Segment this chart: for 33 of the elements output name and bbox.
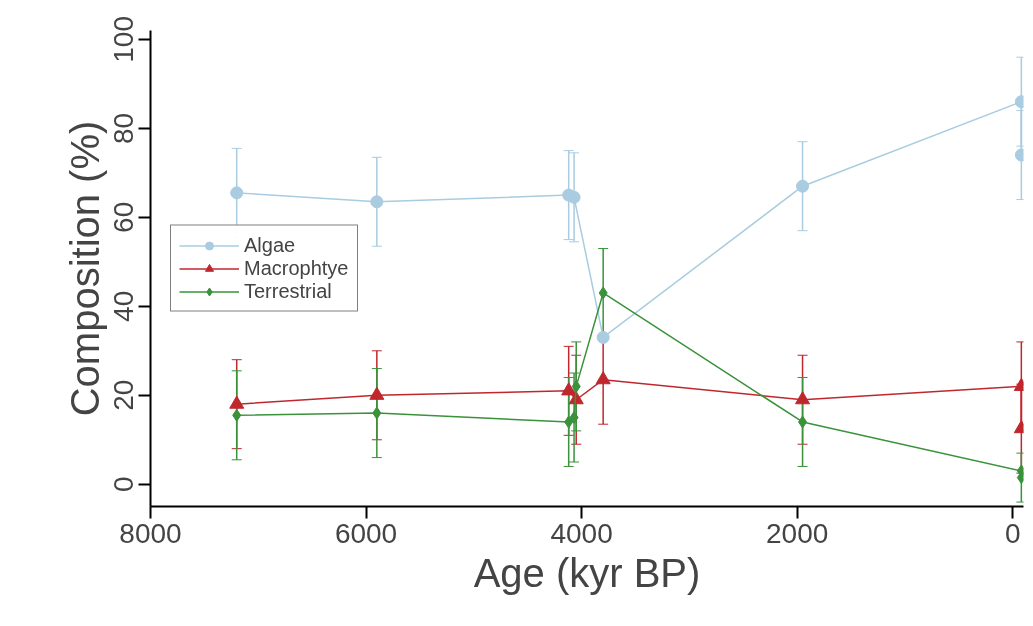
point — [596, 330, 610, 344]
point — [230, 186, 244, 200]
y-tick-label: 100 — [108, 16, 140, 63]
point — [232, 408, 242, 422]
point — [795, 391, 811, 405]
legend-label: Algae — [244, 233, 296, 257]
legend-label: Terrestrial — [244, 279, 332, 303]
y-axis-title: Composition (%) — [62, 120, 107, 417]
x-tick-label: 2000 — [766, 517, 829, 549]
x-axis-title: Age (kyr BP) — [473, 550, 701, 595]
point — [595, 371, 611, 385]
legend-label: Macrophtye — [244, 256, 349, 280]
point — [571, 379, 581, 393]
y-tick-label: 80 — [108, 112, 140, 144]
point — [370, 195, 384, 209]
point — [567, 190, 581, 204]
x-tick-label: 6000 — [334, 517, 398, 549]
point — [796, 179, 810, 193]
y-tick-label: 60 — [108, 201, 140, 233]
y-tick-label: 0 — [108, 476, 140, 493]
point — [369, 386, 385, 400]
point — [569, 411, 579, 425]
y-tick-label: 20 — [108, 379, 140, 411]
point — [561, 382, 577, 396]
x-tick-label: 4000 — [550, 517, 613, 549]
x-tick-label: 0 — [1004, 517, 1021, 549]
y-tick-label: 40 — [108, 290, 140, 322]
point — [798, 415, 808, 429]
point — [598, 286, 608, 300]
x-tick-label: 8000 — [119, 517, 182, 549]
point — [229, 395, 245, 409]
point — [564, 415, 574, 429]
point — [372, 406, 382, 420]
